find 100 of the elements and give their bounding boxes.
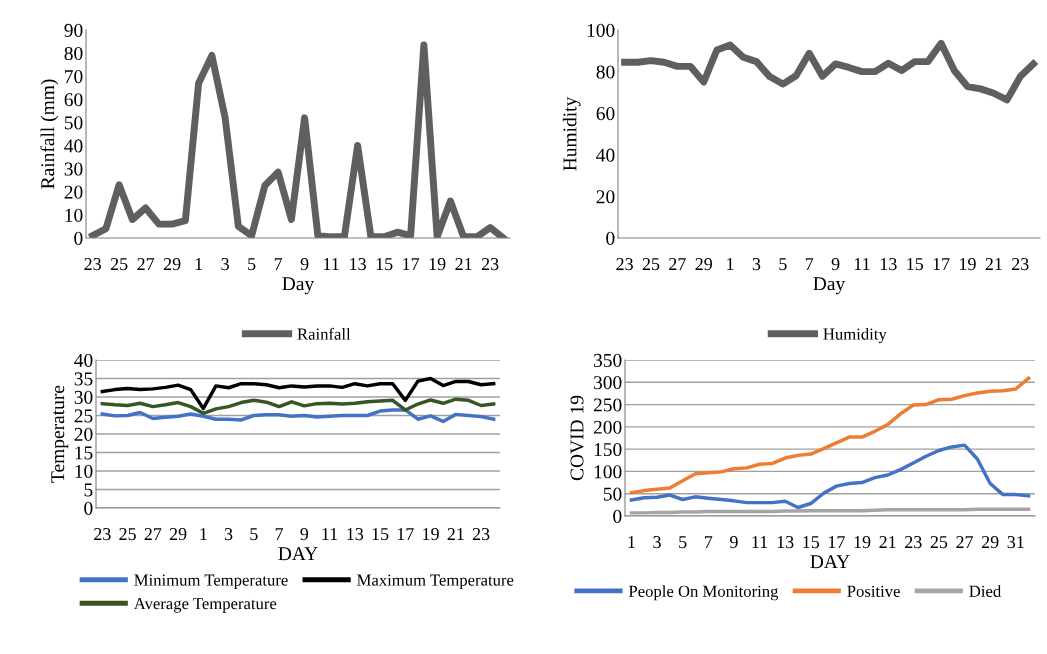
x-tick-label: 3 (221, 258, 229, 271)
x-tick-label: 17 (933, 258, 950, 270)
y-tick-label: 0 (606, 231, 615, 245)
x-tick-label: 5 (779, 258, 787, 271)
x-tick-label: 19 (423, 528, 439, 541)
y-tick-label: 80 (596, 65, 615, 79)
line-series (629, 443, 1031, 510)
y-tick-label: 100 (594, 465, 622, 479)
x-tick-label: 1 (628, 536, 635, 548)
y-tick-label: 40 (596, 148, 615, 162)
y-tick-label: 20 (64, 185, 83, 199)
y-tick-label: 0 (84, 501, 93, 515)
y-tick-label: 25 (74, 409, 93, 423)
x-tick-label: 23 (616, 258, 633, 271)
x-tick-label: 5 (248, 258, 256, 271)
x-tick-label: 25 (119, 528, 136, 541)
y-axis-title: Humidity (562, 96, 581, 171)
legend-label: People On Monitoring (628, 585, 779, 601)
x-tick-label: 9 (729, 536, 738, 549)
x-tick-label: 1 (727, 258, 734, 270)
y-tick-label: 150 (594, 442, 622, 457)
x-tick-label: 21 (879, 536, 896, 548)
x-tick-label: 29 (695, 258, 713, 271)
x-tick-label: 9 (300, 528, 309, 541)
line-series (100, 376, 496, 411)
legend-label: Humidity (823, 327, 887, 344)
x-tick-label: 7 (805, 258, 814, 270)
y-tick-label: 30 (64, 162, 83, 176)
x-tick-label: 19 (960, 258, 976, 271)
x-tick-label: 15 (376, 258, 393, 271)
x-tick-label: 23 (94, 528, 111, 541)
x-tick-label: 7 (274, 258, 283, 270)
x-tick-label: 17 (828, 536, 845, 548)
x-tick-label: 23 (84, 258, 101, 271)
x-tick-label: 17 (403, 258, 420, 270)
y-tick-label: 50 (603, 487, 622, 501)
y-tick-label: 50 (64, 116, 83, 130)
x-tick-label: 27 (956, 536, 974, 548)
x-tick-label: 23 (1011, 258, 1029, 271)
line-series (100, 397, 496, 416)
y-tick-label: 10 (65, 208, 83, 222)
x-tick-label: 21 (985, 258, 1002, 270)
legend-label: Died (969, 585, 1002, 597)
y-tick-label: 40 (74, 353, 93, 367)
x-tick-label: 25 (642, 258, 660, 271)
x-tick-label: 15 (372, 528, 389, 541)
x-tick-label: 23 (472, 528, 490, 541)
y-tick-label: 60 (64, 93, 83, 107)
y-tick-label: 40 (64, 139, 83, 153)
x-tick-label: 9 (300, 258, 309, 271)
x-tick-label: 29 (169, 528, 187, 541)
x-tick-label: 1 (200, 528, 207, 540)
x-axis-title: DAY (278, 547, 318, 561)
x-tick-label: 13 (880, 258, 897, 271)
y-tick-label: 60 (596, 107, 615, 121)
x-tick-label: 17 (397, 528, 414, 540)
x-tick-label: 29 (981, 536, 999, 549)
y-axis-title: COVID 19 (570, 395, 584, 481)
x-tick-label: 5 (679, 536, 687, 549)
y-tick-label: 70 (65, 70, 83, 84)
y-tick-label: 0 (613, 509, 622, 523)
y-tick-label: 250 (593, 398, 622, 412)
x-tick-label: 3 (653, 536, 661, 549)
y-tick-label: 90 (64, 23, 83, 37)
y-axis-title: Temperature (51, 385, 69, 483)
y-tick-label: 5 (84, 483, 93, 497)
x-tick-label: 27 (669, 258, 686, 270)
x-tick-label: 9 (831, 258, 840, 271)
y-tick-label: 0 (74, 231, 83, 245)
x-tick-label: 13 (777, 536, 794, 549)
y-tick-label: 350 (593, 353, 622, 367)
legend-label: Average Temperature (133, 598, 277, 613)
y-tick-label: 10 (75, 464, 93, 478)
x-tick-label: 19 (854, 536, 871, 549)
x-tick-label: 19 (429, 258, 446, 271)
y-tick-label: 20 (596, 190, 615, 204)
x-tick-label: 27 (137, 258, 155, 270)
x-axis-title: Day (813, 277, 846, 295)
x-tick-label: 25 (930, 536, 948, 549)
x-tick-label: 21 (455, 258, 472, 270)
line-series (629, 376, 1031, 495)
line-series (100, 408, 496, 424)
x-tick-label: 11 (324, 258, 339, 270)
x-tick-label: 3 (752, 258, 761, 271)
y-tick-label: 80 (64, 46, 83, 61)
x-tick-label: 31 (1007, 536, 1024, 549)
y-tick-label: 15 (75, 446, 93, 460)
legend-label: Maximum Temperature (357, 574, 514, 590)
legend-label: Rainfall (297, 327, 351, 340)
x-axis-title: Day (282, 277, 315, 295)
x-tick-label: 21 (447, 528, 464, 540)
x-tick-label: 13 (347, 528, 364, 541)
x-tick-label: 25 (110, 258, 128, 271)
y-axis-title: Rainfall (mm) (40, 79, 59, 189)
x-tick-label: 11 (854, 258, 870, 270)
x-tick-label: 1 (195, 258, 203, 270)
x-tick-label: 7 (275, 528, 284, 540)
x-axis-title: DAY (810, 555, 850, 569)
x-tick-label: 27 (144, 528, 162, 540)
x-tick-label: 7 (704, 536, 713, 548)
